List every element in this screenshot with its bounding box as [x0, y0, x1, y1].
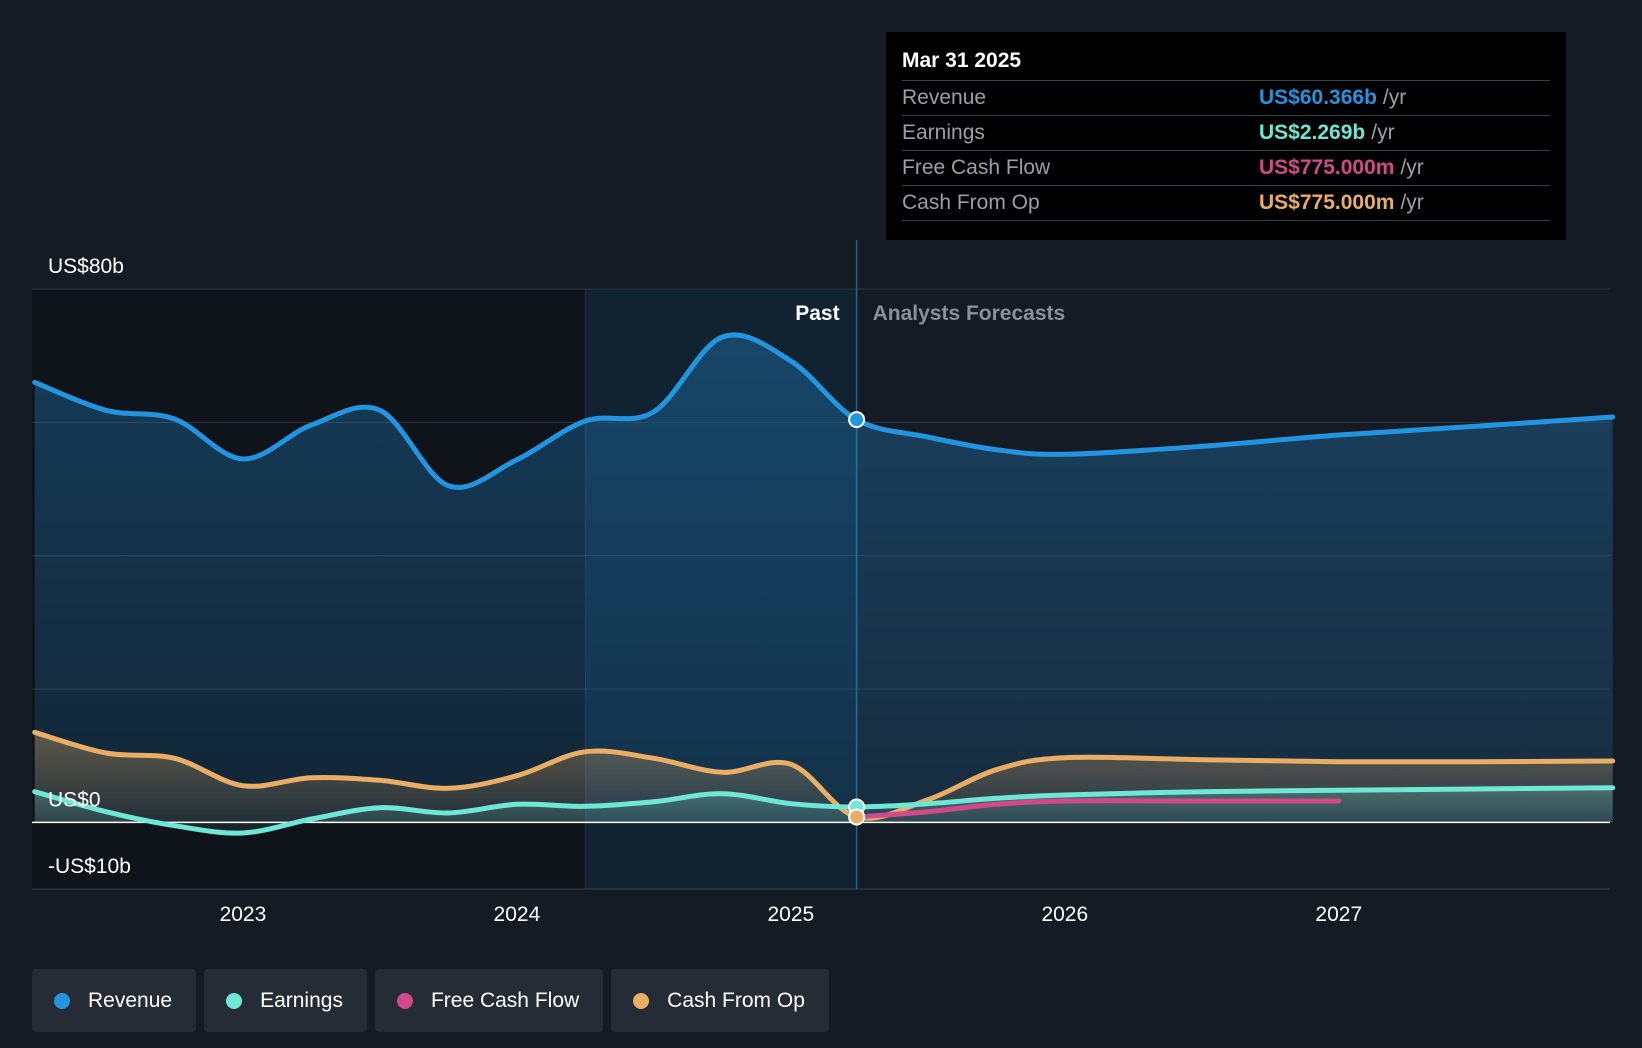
- hover-markers: [848, 411, 866, 826]
- x-tick-label: 2026: [1041, 903, 1088, 926]
- tooltip-label: Free Cash Flow: [902, 156, 1051, 179]
- y-tick-label: US$80b: [48, 255, 124, 278]
- cash-from-op-marker: [848, 808, 866, 826]
- tooltip-row-earnings: Earnings US$2.269b /yr: [902, 116, 1550, 151]
- tooltip-value: US$775.000m: [1259, 156, 1395, 179]
- legend-item-earnings[interactable]: Earnings: [204, 969, 367, 1032]
- tooltip-unit: /yr: [1400, 191, 1424, 214]
- tooltip-value: US$2.269b: [1259, 121, 1366, 144]
- tooltip-unit: /yr: [1371, 121, 1395, 144]
- tooltip-label: Earnings: [902, 121, 985, 144]
- legend-label: Revenue: [88, 988, 173, 1012]
- tooltip-label: Cash From Op: [902, 191, 1040, 214]
- free-cash-flow-line: [854, 798, 1342, 820]
- legend-item-free-cash-flow[interactable]: Free Cash Flow: [374, 969, 604, 1032]
- tooltip-row-free-cash-flow: Free Cash Flow US$775.000m /yr: [902, 151, 1550, 186]
- earnings-dot-icon: [226, 992, 243, 1009]
- revenue-dot-icon: [54, 992, 70, 1009]
- revenue-line: [32, 332, 1616, 490]
- analysts-forecasts-label: Analysts Forecasts: [873, 302, 1066, 325]
- revenue-marker: [848, 411, 866, 429]
- x-tick-label: 2023: [220, 903, 267, 926]
- free-cash-flow-dot-icon: [396, 992, 413, 1009]
- cash-from-op-dot-icon: [633, 992, 650, 1009]
- earnings-line: [32, 785, 1616, 836]
- legend-label: Earnings: [260, 988, 343, 1012]
- tooltip-date: Mar 31 2025: [902, 46, 1550, 81]
- legend-label: Free Cash Flow: [430, 988, 580, 1012]
- tooltip: Mar 31 2025 Revenue US$60.366b /yr Earni…: [886, 32, 1566, 240]
- tooltip-unit: /yr: [1400, 156, 1424, 179]
- revenue-area: [34, 334, 1613, 823]
- tooltip-label: Revenue: [902, 86, 987, 109]
- tooltip-row-cash-from-op: Cash From Op US$775.000m /yr: [902, 186, 1550, 221]
- legend-label: Cash From Op: [667, 988, 805, 1012]
- cash-from-op-line: [32, 729, 1616, 821]
- tooltip-unit: /yr: [1382, 86, 1407, 109]
- x-tick-label: 2025: [768, 903, 815, 926]
- tooltip-value: US$775.000m: [1259, 191, 1395, 214]
- past-label: Past: [795, 302, 839, 325]
- axis-labels: Past Analysts Forecasts US$80b US$0 -US$10…: [48, 255, 1362, 926]
- tooltip-value: US$60.366b: [1259, 86, 1377, 109]
- legend-item-revenue[interactable]: Revenue: [32, 969, 197, 1032]
- y-tick-label: -US$10b: [48, 855, 131, 878]
- legend-item-cash-from-op[interactable]: Cash From Op: [611, 969, 829, 1032]
- series-lines: [32, 332, 1616, 836]
- y-tick-label: US$0: [48, 788, 101, 811]
- tooltip-row-revenue: Revenue US$60.366b /yr: [902, 81, 1550, 116]
- legend: Revenue Earnings Free Cash Flow Cash Fro…: [32, 969, 829, 1032]
- x-tick-label: 2027: [1315, 903, 1362, 926]
- x-tick-label: 2024: [494, 903, 541, 926]
